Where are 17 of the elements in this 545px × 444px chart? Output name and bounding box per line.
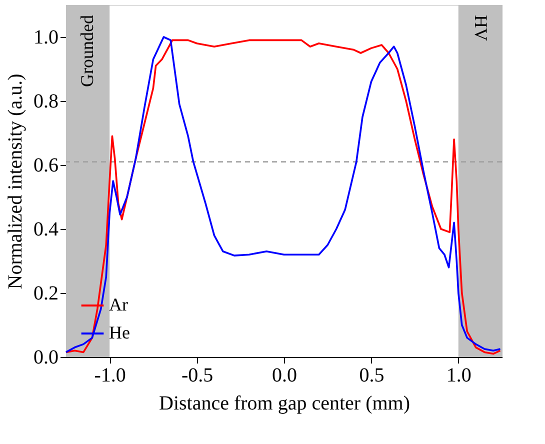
y-tick-label: 1.0 (34, 26, 58, 48)
y-tick-label: 0.8 (34, 90, 58, 112)
y-axis-title: Normalized intensity (a.u.) (4, 74, 26, 290)
y-tick-label: 0.6 (34, 154, 58, 176)
x-tick-label: 0.5 (359, 364, 384, 386)
y-tick-label: 0.2 (34, 282, 58, 304)
x-tick-label: 1.0 (446, 364, 472, 386)
x-axis-title: Distance from gap center (mm) (158, 392, 410, 414)
band-label: HV (471, 15, 492, 41)
y-tick-label: 0.4 (34, 218, 58, 240)
x-tick-label: -1.0 (94, 364, 126, 386)
y-tick-label: 0.0 (34, 346, 58, 368)
x-tick-label: -0.5 (181, 364, 214, 386)
x-tick-label: 0.0 (272, 364, 297, 386)
legend-label: Ar (109, 294, 128, 314)
legend-label: He (109, 322, 130, 342)
band-label: Grounded (76, 15, 97, 87)
